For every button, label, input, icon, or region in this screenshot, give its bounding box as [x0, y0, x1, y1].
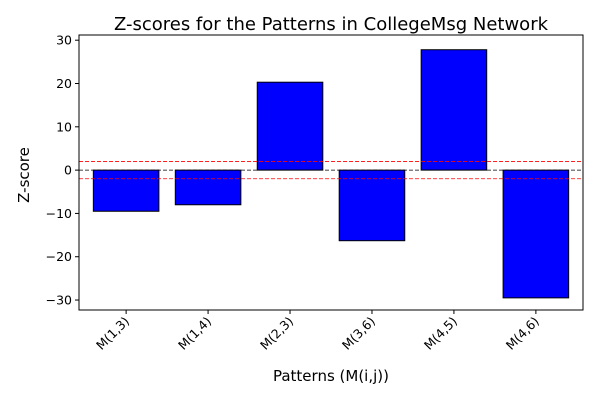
- bar-m-3-6: [338, 169, 406, 242]
- y-tick-label: −30: [46, 293, 72, 308]
- y-axis-label: Z-score: [15, 147, 33, 203]
- bar-m-1-4: [174, 169, 242, 206]
- y-tick-label: 30: [56, 33, 72, 48]
- plot-area: −30 −20 −10 0 10 20 30 M(1,3) M(1,4) M(2,3) M(3,6)…: [46, 33, 584, 353]
- y-tick-label: 10: [56, 119, 72, 134]
- y-tick-label: −10: [46, 206, 72, 221]
- bar-m-2-3: [256, 81, 324, 171]
- y-tick-label: 0: [64, 163, 72, 178]
- bar-m-4-6: [502, 169, 570, 299]
- y-tick-label: 20: [56, 76, 72, 91]
- axes-frame: [78, 34, 584, 311]
- y-tick-label: −20: [46, 249, 72, 264]
- x-tick-label: M(2,3): [257, 314, 296, 353]
- x-tick-label: M(3,6): [339, 314, 378, 353]
- x-tick-label: M(1,3): [93, 314, 132, 353]
- x-tick-label: M(4,6): [503, 314, 542, 353]
- x-axis-label: Patterns (M(i,j)): [273, 367, 389, 385]
- x-tick-label: M(4,5): [421, 314, 460, 353]
- bar-m-4-5: [420, 49, 488, 171]
- chart-title: Z-scores for the Patterns in CollegeMsg …: [114, 14, 549, 35]
- x-tick-label: M(1,4): [175, 314, 214, 353]
- bar-m-1-3: [92, 169, 160, 212]
